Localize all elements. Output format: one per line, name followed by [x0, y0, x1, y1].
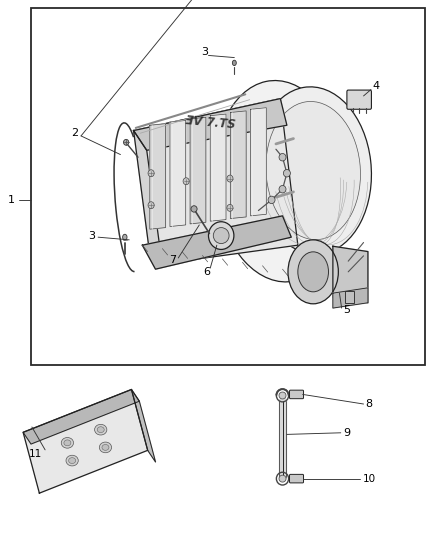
Text: 4: 4 — [372, 82, 379, 91]
Text: 6: 6 — [203, 267, 210, 277]
Bar — [345, 291, 354, 303]
Text: 3: 3 — [88, 231, 95, 241]
Bar — [31, 8, 425, 365]
Ellipse shape — [191, 206, 197, 212]
Text: ƎV 7.TS: ƎV 7.TS — [184, 114, 236, 131]
Polygon shape — [150, 124, 166, 229]
Polygon shape — [230, 111, 246, 219]
Text: 8: 8 — [366, 399, 373, 409]
Ellipse shape — [232, 60, 237, 66]
Polygon shape — [333, 246, 368, 303]
Ellipse shape — [66, 455, 78, 466]
Text: 5: 5 — [343, 305, 350, 315]
Ellipse shape — [283, 169, 290, 177]
Polygon shape — [251, 108, 266, 216]
Ellipse shape — [208, 222, 234, 249]
Ellipse shape — [99, 442, 112, 453]
Ellipse shape — [64, 440, 71, 446]
Polygon shape — [23, 390, 148, 493]
Ellipse shape — [279, 392, 286, 399]
Text: 3: 3 — [201, 47, 208, 56]
Text: 2: 2 — [71, 128, 78, 138]
Ellipse shape — [124, 139, 129, 145]
Ellipse shape — [298, 252, 328, 292]
Ellipse shape — [288, 240, 338, 304]
Ellipse shape — [279, 185, 286, 193]
Ellipse shape — [148, 201, 154, 208]
Ellipse shape — [227, 175, 233, 182]
Ellipse shape — [268, 196, 275, 204]
Text: 7: 7 — [170, 255, 177, 265]
Polygon shape — [190, 117, 206, 224]
Ellipse shape — [123, 235, 127, 240]
Text: 11: 11 — [29, 449, 42, 459]
Ellipse shape — [227, 204, 233, 211]
Ellipse shape — [148, 169, 154, 176]
Ellipse shape — [69, 458, 76, 464]
Polygon shape — [333, 288, 368, 308]
Text: 1: 1 — [7, 195, 14, 205]
Ellipse shape — [95, 424, 107, 435]
Ellipse shape — [279, 475, 286, 482]
Polygon shape — [134, 131, 162, 264]
Text: 9: 9 — [343, 428, 350, 438]
Polygon shape — [170, 120, 186, 227]
Ellipse shape — [255, 87, 371, 254]
Polygon shape — [134, 99, 298, 264]
Polygon shape — [134, 99, 287, 150]
Polygon shape — [23, 390, 139, 444]
Ellipse shape — [214, 80, 346, 282]
Polygon shape — [210, 114, 226, 221]
Polygon shape — [142, 216, 291, 269]
FancyBboxPatch shape — [347, 90, 371, 109]
Ellipse shape — [183, 178, 189, 184]
FancyBboxPatch shape — [290, 390, 304, 399]
Ellipse shape — [102, 445, 109, 450]
Text: 10: 10 — [363, 474, 376, 483]
FancyBboxPatch shape — [290, 474, 304, 483]
Polygon shape — [131, 390, 155, 462]
Ellipse shape — [213, 228, 229, 244]
Ellipse shape — [279, 154, 286, 161]
Ellipse shape — [97, 427, 104, 433]
Ellipse shape — [61, 438, 74, 448]
Ellipse shape — [266, 101, 360, 240]
